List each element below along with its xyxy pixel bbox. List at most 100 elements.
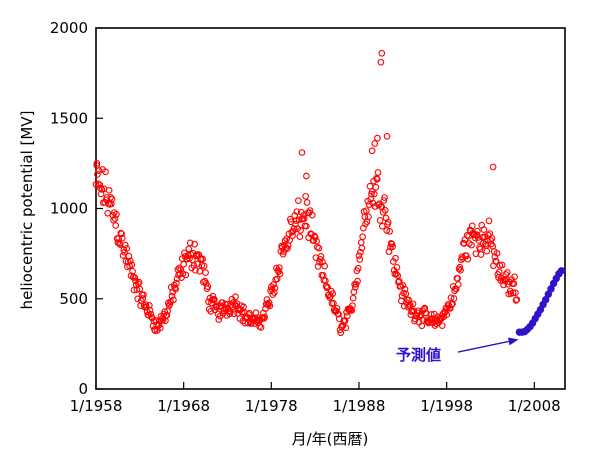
observed-point (485, 217, 493, 225)
prediction-arrowhead (507, 337, 519, 346)
observed-point (383, 132, 391, 140)
observed-point (468, 222, 476, 230)
observed-point (140, 291, 147, 299)
observed-point (492, 258, 500, 265)
observed-point (133, 286, 141, 294)
observed-point (303, 172, 310, 180)
observed-point (276, 264, 283, 271)
x-tick-label: 1/2008 (508, 397, 561, 415)
observed-point (93, 160, 101, 167)
x-axis-title: 月/年(西暦) (292, 430, 369, 448)
observed-point (498, 261, 506, 269)
x-axis: 1/1958 1/1968 1/1978 1/1988 1/1998 1/2008 (70, 382, 561, 415)
observed-point (314, 263, 322, 270)
observed-point (300, 215, 308, 222)
observed-point (354, 277, 361, 285)
observed-point (463, 252, 470, 260)
observed-point (365, 213, 372, 221)
observed-point (266, 302, 274, 310)
observed-point (511, 273, 518, 281)
observed-point (136, 285, 144, 293)
observed-point (493, 249, 501, 257)
observed-point (131, 274, 139, 281)
observed-point (381, 194, 388, 201)
observed-point (464, 255, 472, 263)
y-tick-label: 1500 (50, 109, 88, 127)
observed-point (443, 311, 451, 319)
observed-point (105, 186, 113, 194)
observed-point (477, 251, 485, 258)
observed-point (204, 283, 212, 290)
observed-point (314, 243, 321, 251)
observed-point (348, 307, 356, 314)
observed-point (112, 222, 120, 229)
observed-point (232, 293, 239, 301)
observed-point (418, 322, 426, 330)
observed-point (163, 311, 171, 319)
observed-point (113, 210, 120, 218)
observed-point (384, 218, 392, 226)
observed-point (270, 289, 278, 296)
observed-point (107, 200, 115, 208)
observed-point (495, 268, 503, 276)
observed-point (351, 283, 359, 291)
observed-point (347, 306, 355, 314)
observed-point (293, 208, 301, 216)
observed-point (271, 284, 279, 292)
observed-point (126, 257, 134, 265)
observed-point (147, 310, 155, 318)
observed-point (256, 323, 263, 330)
x-tick-label: 1/1998 (420, 397, 473, 415)
observed-point (200, 262, 208, 270)
observed-point (308, 211, 316, 219)
observed-point (454, 281, 462, 288)
observed-point (362, 207, 370, 215)
observed-point (357, 248, 364, 256)
observed-point (207, 308, 215, 315)
observed-point (118, 234, 126, 242)
prediction-label: 予測値 (396, 346, 441, 364)
observed-point (182, 271, 190, 279)
y-axis: 0 500 1000 1500 2000 (50, 19, 103, 398)
observed-point (319, 272, 327, 279)
observed-point (355, 252, 363, 259)
observed-point (392, 270, 400, 278)
observed-point (406, 301, 414, 309)
observed-point (388, 240, 396, 248)
observed-point (295, 197, 302, 205)
observed-point (387, 239, 395, 247)
observed-point (210, 296, 218, 303)
observed-point (392, 254, 399, 262)
observed-point (349, 302, 356, 310)
x-tick-label: 1/1958 (70, 397, 123, 415)
observed-point (156, 324, 164, 332)
observed-point (341, 317, 348, 325)
observed-point (115, 235, 122, 242)
observed-point (102, 168, 109, 176)
observed-point (373, 175, 380, 182)
observed-point (209, 292, 217, 300)
observed-point (111, 215, 119, 223)
observed-point (265, 299, 273, 307)
observed-point (474, 234, 482, 241)
observed-point (173, 279, 180, 287)
observed-point (286, 236, 293, 244)
observed-point (503, 269, 511, 276)
observed-point (94, 171, 101, 178)
observed-point (389, 243, 396, 251)
observed-point (281, 237, 289, 245)
observed-point (383, 227, 391, 234)
observed-point (499, 277, 507, 284)
observed-point (401, 285, 409, 293)
predicted-series (515, 267, 566, 336)
observed-point (123, 245, 131, 252)
observed-point (374, 169, 382, 176)
observed-point (448, 301, 456, 308)
observed-point (168, 292, 176, 300)
observed-point (473, 227, 481, 235)
observed-point (380, 197, 388, 204)
observed-point (329, 290, 337, 297)
observed-point (227, 308, 234, 316)
observed-point (342, 324, 350, 332)
observed-point (512, 297, 520, 304)
